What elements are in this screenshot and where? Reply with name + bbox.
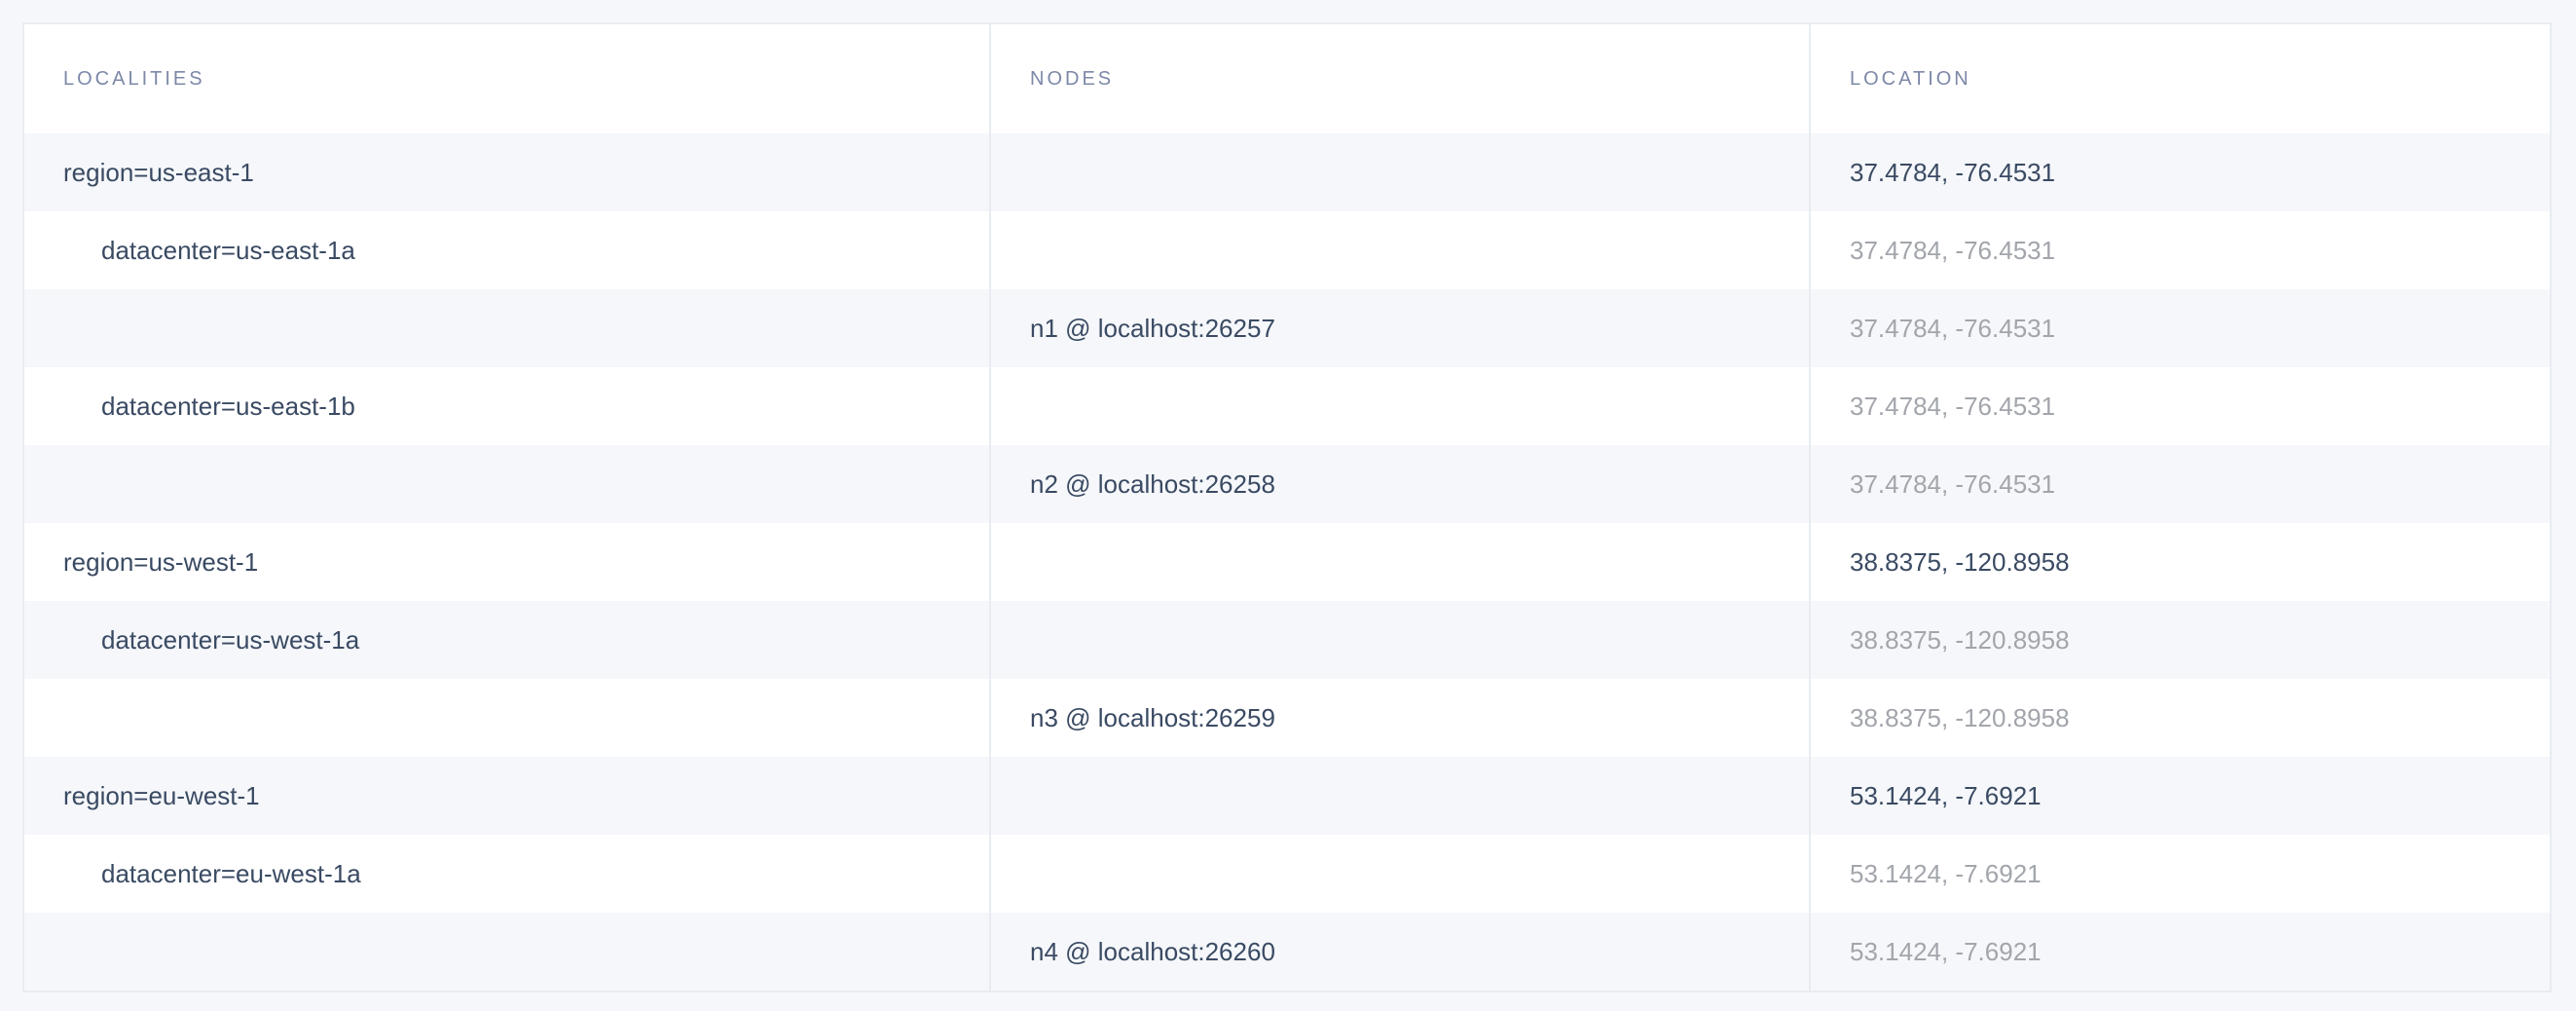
node-cell: [991, 601, 1811, 679]
table-row: region=eu-west-1 53.1424, -7.6921: [24, 757, 2550, 835]
location-cell: 38.8375, -120.8958: [1850, 702, 2070, 732]
table-row: region=us-west-1 38.8375, -120.8958: [24, 523, 2550, 601]
node-cell: [991, 133, 1811, 211]
localities-table: LOCALITIES NODES LOCATION region=us-east…: [22, 22, 2552, 992]
node-cell[interactable]: n4 @ localhost:26260: [991, 913, 1811, 991]
node-cell: [991, 757, 1811, 835]
node-cell[interactable]: n2 @ localhost:26258: [991, 445, 1811, 523]
locality-cell: [24, 913, 991, 991]
locality-cell: [24, 289, 991, 367]
locality-cell: [24, 445, 991, 523]
node-cell: [991, 367, 1811, 445]
header-location: LOCATION: [1850, 67, 1971, 90]
location-cell: 37.4784, -76.4531: [1850, 468, 2056, 499]
location-cell: 37.4784, -76.4531: [1850, 313, 2056, 343]
table-row: datacenter=eu-west-1a 53.1424, -7.6921: [24, 835, 2550, 913]
node-cell: [991, 211, 1811, 289]
table-row: n4 @ localhost:26260 53.1424, -7.6921: [24, 913, 2550, 991]
locality-cell: datacenter=us-east-1b: [24, 367, 991, 445]
table-row: n1 @ localhost:26257 37.4784, -76.4531: [24, 289, 2550, 367]
locality-cell: [24, 679, 991, 757]
location-cell: 53.1424, -7.6921: [1850, 780, 2042, 810]
table-header: LOCALITIES NODES LOCATION: [24, 24, 2550, 133]
locality-cell: region=us-west-1: [24, 523, 991, 601]
locality-cell: datacenter=us-west-1a: [24, 601, 991, 679]
header-localities: LOCALITIES: [24, 24, 991, 133]
table-row: n3 @ localhost:26259 38.8375, -120.8958: [24, 679, 2550, 757]
location-cell: 37.4784, -76.4531: [1850, 235, 2056, 265]
location-cell: 53.1424, -7.6921: [1850, 936, 2042, 966]
table-row: n2 @ localhost:26258 37.4784, -76.4531: [24, 445, 2550, 523]
node-cell: [991, 523, 1811, 601]
location-cell: 37.4784, -76.4531: [1850, 157, 2056, 187]
node-cell[interactable]: n3 @ localhost:26259: [991, 679, 1811, 757]
location-cell: 38.8375, -120.8958: [1850, 546, 2070, 577]
node-cell[interactable]: n1 @ localhost:26257: [991, 289, 1811, 367]
table-row: datacenter=us-east-1b 37.4784, -76.4531: [24, 367, 2550, 445]
locality-cell: region=eu-west-1: [24, 757, 991, 835]
locality-cell: datacenter=us-east-1a: [24, 211, 991, 289]
locality-cell: region=us-east-1: [24, 133, 991, 211]
node-cell: [991, 835, 1811, 913]
location-cell: 37.4784, -76.4531: [1850, 391, 2056, 421]
location-cell: 38.8375, -120.8958: [1850, 624, 2070, 655]
location-cell: 53.1424, -7.6921: [1850, 858, 2042, 888]
table-row: region=us-east-1 37.4784, -76.4531: [24, 133, 2550, 211]
locality-cell: datacenter=eu-west-1a: [24, 835, 991, 913]
header-nodes: NODES: [991, 24, 1811, 133]
table-row: datacenter=us-east-1a 37.4784, -76.4531: [24, 211, 2550, 289]
table-row: datacenter=us-west-1a 38.8375, -120.8958: [24, 601, 2550, 679]
